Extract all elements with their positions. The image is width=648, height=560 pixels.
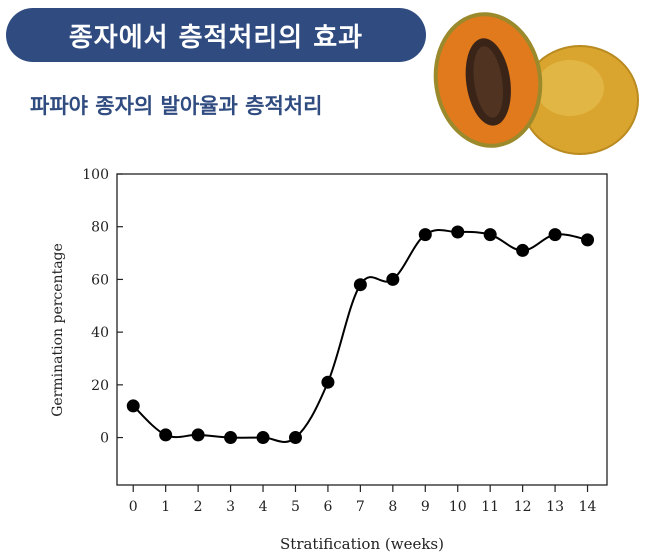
data-point [224, 431, 238, 445]
y-tick-label: 0 [100, 431, 109, 447]
x-tick-label: 13 [546, 499, 564, 515]
data-point [581, 233, 595, 247]
series-line [132, 229, 588, 443]
x-tick-label: 10 [449, 499, 467, 515]
y-axis-label: Germination percentage [50, 243, 66, 417]
data-points [126, 225, 595, 445]
y-tick-label: 80 [91, 220, 109, 236]
data-point [159, 428, 173, 442]
x-axis: 0 1 2 3 4 5 6 7 8 9 10 11 12 13 14 [129, 485, 597, 515]
y-axis: 100 80 60 40 20 0 [82, 167, 123, 447]
page-title: 종자에서 층적처리의 효과 [68, 22, 364, 53]
x-tick-label: 5 [291, 499, 300, 515]
x-tick-label: 1 [161, 499, 170, 515]
x-tick-label: 4 [259, 499, 268, 515]
data-point [548, 228, 562, 242]
y-tick-label: 20 [91, 378, 109, 394]
x-tick-label: 14 [579, 499, 597, 515]
x-axis-label: Stratification (weeks) [280, 535, 444, 553]
data-point [451, 225, 465, 239]
x-tick-label: 3 [226, 499, 235, 515]
data-point [321, 375, 335, 389]
y-tick-label: 100 [82, 167, 109, 183]
data-point [516, 243, 530, 257]
y-tick-label: 60 [91, 272, 109, 288]
x-tick-label: 11 [481, 499, 499, 515]
plot-area [116, 173, 608, 486]
title-banner: 종자에서 층적처리의 효과 [6, 8, 426, 62]
data-point [483, 228, 497, 242]
x-tick-label: 8 [388, 499, 397, 515]
data-point [191, 428, 205, 442]
x-tick-label: 12 [514, 499, 532, 515]
y-tick-label: 40 [91, 325, 109, 341]
x-tick-label: 0 [129, 499, 138, 515]
data-point [353, 278, 367, 292]
data-point [418, 228, 432, 242]
x-tick-label: 9 [421, 499, 430, 515]
data-point [256, 431, 270, 445]
data-point [386, 272, 400, 286]
x-tick-label: 2 [194, 499, 203, 515]
page-subtitle: 파파야 종자의 발아율과 층적처리 [30, 94, 323, 118]
papaya-fruit-illustration [433, 12, 639, 155]
x-tick-label: 6 [323, 499, 332, 515]
data-point [126, 399, 140, 413]
x-tick-label: 7 [356, 499, 365, 515]
data-point [288, 431, 302, 445]
